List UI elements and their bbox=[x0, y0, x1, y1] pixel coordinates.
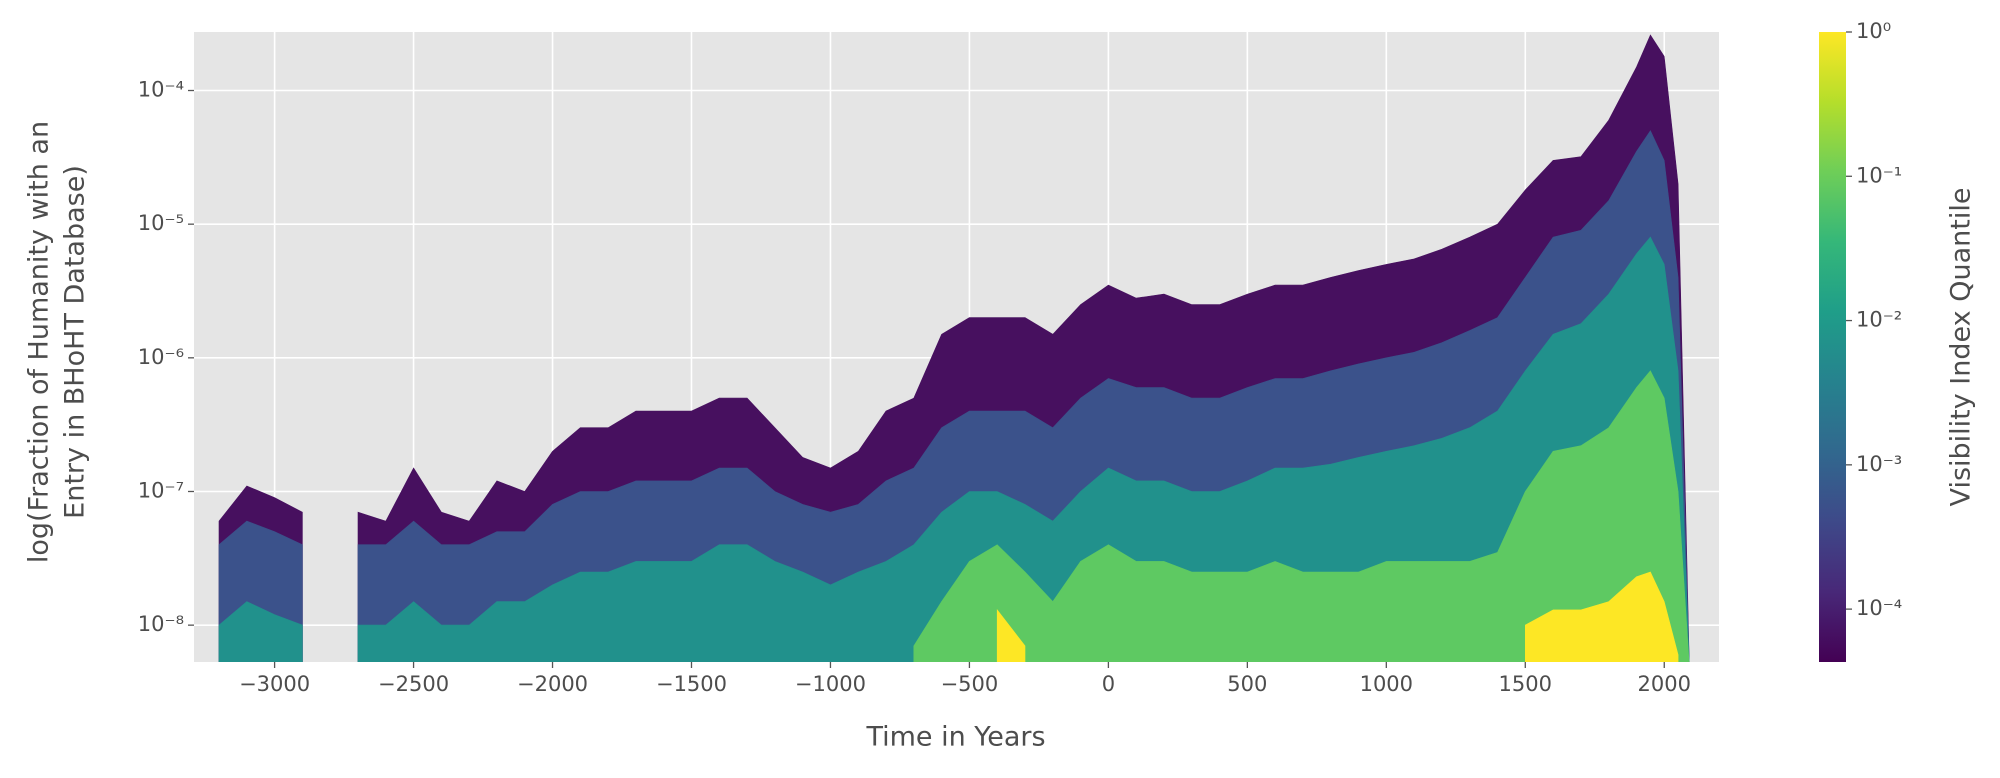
area bbox=[913, 370, 1690, 662]
y-tick-label: 10⁻⁶ bbox=[138, 345, 184, 369]
x-tick-label: −3000 bbox=[239, 672, 310, 696]
colorbar-tick-label: 10⁻¹ bbox=[1856, 163, 1902, 187]
x-tick-label: −500 bbox=[941, 672, 999, 696]
y-axis-label: Entry in BHoHT Database) bbox=[60, 165, 91, 519]
colorbar-tick-label: 10⁻⁴ bbox=[1856, 596, 1902, 620]
x-tick-label: −2500 bbox=[378, 672, 449, 696]
x-tick-label: −1500 bbox=[656, 672, 727, 696]
area bbox=[218, 236, 1690, 662]
y-tick-label: 10⁻⁷ bbox=[138, 478, 184, 502]
x-tick-label: 0 bbox=[1102, 672, 1115, 696]
colorbar bbox=[1819, 32, 1846, 662]
x-axis-label: Time in Years bbox=[865, 722, 1045, 753]
x-tick-label: 2000 bbox=[1638, 672, 1691, 696]
x-tick-label: 500 bbox=[1227, 672, 1267, 696]
y-tick-label: 10⁻⁵ bbox=[138, 211, 184, 235]
colorbar-tick-label: 10⁻² bbox=[1856, 308, 1902, 332]
x-tick-label: −2000 bbox=[517, 672, 588, 696]
area bbox=[996, 571, 1679, 662]
y-axis-label: log(Fraction of Humanity with an bbox=[24, 121, 55, 563]
x-tick-label: 1500 bbox=[1499, 672, 1552, 696]
x-tick-label: −1000 bbox=[795, 672, 866, 696]
colorbar-tick-label: 10⁻³ bbox=[1856, 452, 1902, 476]
colorbar-label: Visibility Index Quantile bbox=[1946, 188, 1977, 507]
x-tick-label: 1000 bbox=[1360, 672, 1413, 696]
y-tick-label: 10⁻⁸ bbox=[138, 612, 184, 636]
y-tick-label: 10⁻⁴ bbox=[138, 78, 184, 102]
colorbar-tick-label: 10⁰ bbox=[1856, 19, 1891, 43]
